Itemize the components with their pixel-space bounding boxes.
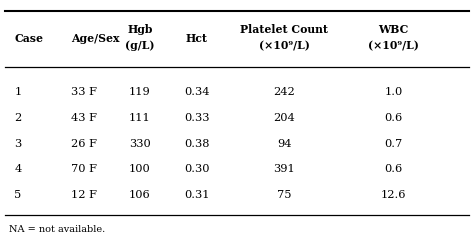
Text: (g/L): (g/L): [125, 40, 155, 51]
Text: 33 F: 33 F: [71, 87, 97, 97]
Text: 391: 391: [273, 164, 295, 174]
Text: 1: 1: [14, 87, 21, 97]
Text: 0.34: 0.34: [184, 87, 210, 97]
Text: 4: 4: [14, 164, 21, 174]
Text: (×10⁹/L): (×10⁹/L): [259, 40, 310, 51]
Text: 0.33: 0.33: [184, 113, 210, 123]
Text: 119: 119: [129, 87, 151, 97]
Text: 0.38: 0.38: [184, 139, 210, 149]
Text: 5: 5: [14, 190, 21, 200]
Text: 26 F: 26 F: [71, 139, 97, 149]
Text: 94: 94: [277, 139, 292, 149]
Text: 106: 106: [129, 190, 151, 200]
Text: 111: 111: [129, 113, 151, 123]
Text: 204: 204: [273, 113, 295, 123]
Text: WBC: WBC: [378, 24, 409, 35]
Text: NA = not available.: NA = not available.: [9, 225, 106, 234]
Text: 0.31: 0.31: [184, 190, 210, 200]
Text: 43 F: 43 F: [71, 113, 97, 123]
Text: (×10⁹/L): (×10⁹/L): [368, 40, 419, 51]
Text: Case: Case: [14, 33, 43, 44]
Text: 12 F: 12 F: [71, 190, 97, 200]
Text: 100: 100: [129, 164, 151, 174]
Text: 330: 330: [129, 139, 151, 149]
Text: 0.7: 0.7: [384, 139, 402, 149]
Text: Age/Sex: Age/Sex: [71, 33, 119, 44]
Text: 0.6: 0.6: [384, 113, 402, 123]
Text: 242: 242: [273, 87, 295, 97]
Text: 0.30: 0.30: [184, 164, 210, 174]
Text: 70 F: 70 F: [71, 164, 97, 174]
Text: 12.6: 12.6: [381, 190, 406, 200]
Text: 0.6: 0.6: [384, 164, 402, 174]
Text: 1.0: 1.0: [384, 87, 402, 97]
Text: 3: 3: [14, 139, 21, 149]
Text: 75: 75: [277, 190, 292, 200]
Text: Hct: Hct: [186, 33, 208, 44]
Text: 2: 2: [14, 113, 21, 123]
Text: Platelet Count: Platelet Count: [240, 24, 328, 35]
Text: Hgb: Hgb: [127, 24, 153, 35]
